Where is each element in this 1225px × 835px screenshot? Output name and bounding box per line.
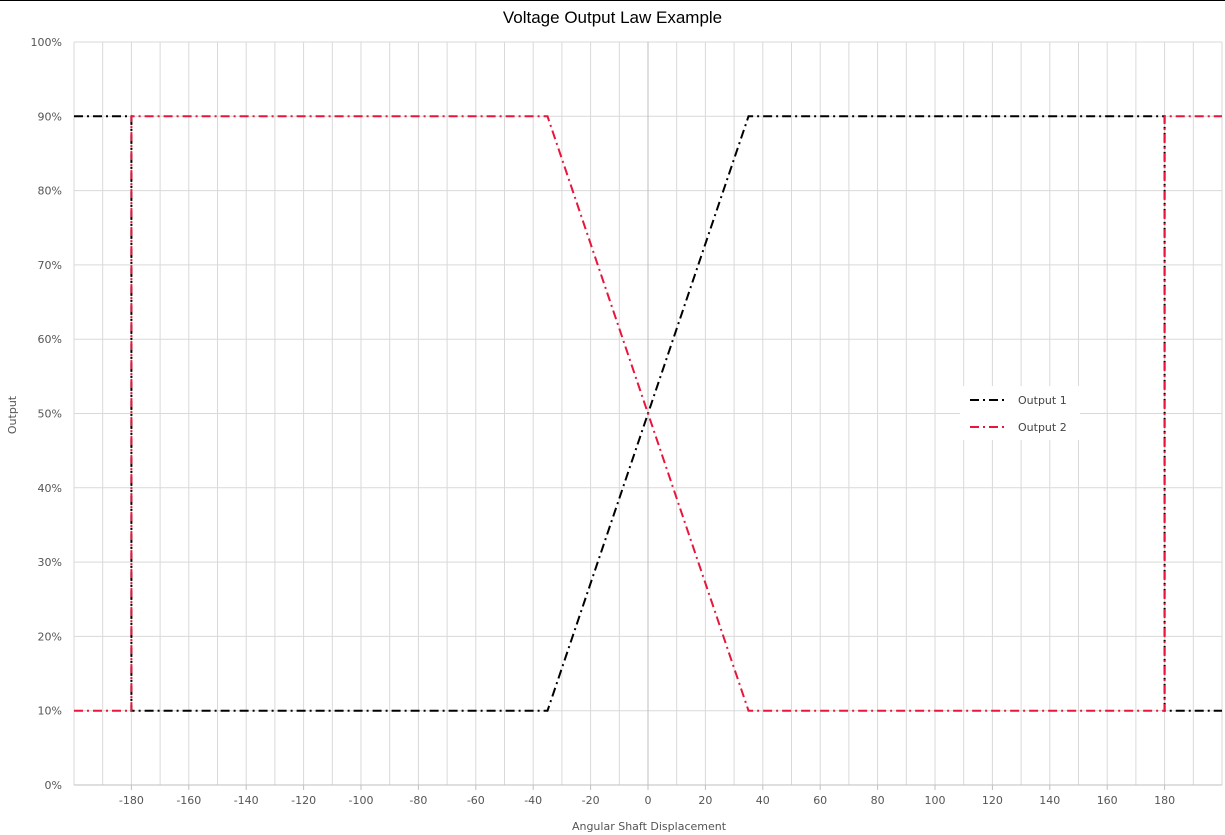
x-axis-tick-labels: -180 -160 -140 -120 -100 -80 -60 -40 -20 0 20 40 60 8… bbox=[119, 785, 1175, 807]
top-border bbox=[0, 0, 1225, 1]
x-tick-label: 100 bbox=[925, 794, 946, 807]
x-tick-label: 40 bbox=[756, 794, 770, 807]
y-tick-label: 80% bbox=[38, 185, 62, 198]
legend-label-output-1: Output 1 bbox=[1018, 394, 1067, 407]
legend-background bbox=[960, 386, 1080, 440]
x-tick-label: -160 bbox=[176, 794, 201, 807]
y-tick-label: 70% bbox=[38, 259, 62, 272]
grid bbox=[73, 41, 1223, 785]
x-tick-label: -180 bbox=[119, 794, 144, 807]
x-tick-label: -120 bbox=[291, 794, 316, 807]
x-tick-label: 160 bbox=[1097, 794, 1118, 807]
series-line-output-2 bbox=[74, 115, 1222, 712]
x-tick-label: 120 bbox=[982, 794, 1003, 807]
y-tick-label: 40% bbox=[38, 482, 62, 495]
x-axis-title: Angular Shaft Displacement bbox=[572, 820, 727, 833]
y-tick-label: 90% bbox=[38, 110, 62, 123]
legend-label-output-2: Output 2 bbox=[1018, 421, 1067, 434]
y-axis-tick-labels: 0% 10% 20% 30% 40% 50% 60% 70% 80% 90% 100% bbox=[31, 36, 62, 792]
x-tick-label: 140 bbox=[1039, 794, 1060, 807]
x-tick-label: 80 bbox=[871, 794, 885, 807]
y-tick-label: 10% bbox=[38, 705, 62, 718]
y-tick-label: 60% bbox=[38, 333, 62, 346]
x-tick-label: 60 bbox=[813, 794, 827, 807]
y-tick-label: 0% bbox=[45, 779, 62, 792]
series bbox=[74, 115, 1222, 712]
x-tick-label: 0 bbox=[645, 794, 652, 807]
x-tick-label: -80 bbox=[409, 794, 427, 807]
y-axis-title: Output bbox=[6, 395, 19, 434]
y-tick-label: 30% bbox=[38, 556, 62, 569]
y-tick-label: 20% bbox=[38, 630, 62, 643]
legend: Output 1 Output 2 bbox=[960, 386, 1080, 440]
chart-title: Voltage Output Law Example bbox=[502, 8, 723, 27]
x-tick-label: 180 bbox=[1154, 794, 1175, 807]
x-tick-label: 20 bbox=[698, 794, 712, 807]
y-tick-label: 100% bbox=[31, 36, 62, 49]
x-tick-label: -140 bbox=[234, 794, 259, 807]
x-tick-label: -20 bbox=[582, 794, 600, 807]
x-tick-label: -40 bbox=[524, 794, 542, 807]
y-tick-label: 50% bbox=[38, 408, 62, 421]
x-tick-label: -100 bbox=[349, 794, 374, 807]
x-tick-label: -60 bbox=[467, 794, 485, 807]
